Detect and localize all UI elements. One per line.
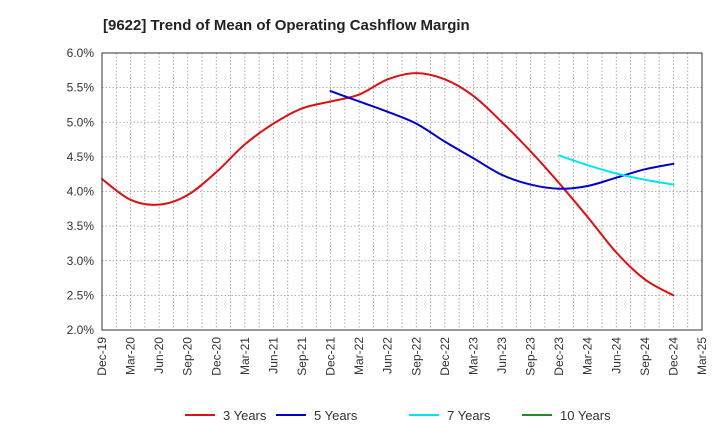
x-tick-label: Dec-23 [552, 337, 566, 376]
x-tick-label: Jun-21 [266, 337, 280, 374]
y-tick-label: 2.0% [67, 323, 95, 337]
legend-label-10-years: 10 Years [560, 408, 611, 423]
plot-frame [101, 52, 703, 331]
series-line-7-years [558, 154, 675, 186]
x-tick-label: Dec-24 [666, 337, 680, 376]
y-tick-label: 5.0% [67, 115, 95, 129]
y-tick-label: 2.5% [67, 288, 95, 302]
x-tick-label: Sep-21 [295, 337, 309, 376]
y-tick-label: 5.5% [67, 81, 95, 95]
x-tick-label: Mar-21 [238, 337, 252, 375]
y-tick-label: 3.5% [67, 219, 95, 233]
legend: 3 Years 5 Years 7 Years 10 Years [185, 408, 611, 423]
series-line-3-years [101, 72, 675, 297]
x-tick-label: Dec-19 [95, 337, 109, 376]
x-tick-label: Dec-22 [438, 337, 452, 376]
y-axis: 2.0% 2.5% 3.0% 3.5% 4.0% 4.5% 5.0% 5.5% 6.0% [67, 46, 95, 337]
x-tick-label: Mar-22 [352, 337, 366, 375]
x-tick-label: Sep-22 [409, 337, 423, 376]
chart-title: [9622] Trend of Mean of Operating Cashfl… [103, 17, 470, 34]
series-line-5-years [329, 90, 675, 190]
legend-label-3-years: 3 Years [223, 408, 267, 423]
legend-label-7-years: 7 Years [447, 408, 491, 423]
x-tick-label: Sep-23 [524, 337, 538, 376]
y-tick-label: 6.0% [67, 46, 95, 60]
x-tick-label: Sep-24 [638, 337, 652, 376]
x-tick-label: Sep-20 [181, 337, 195, 376]
x-tick-label: Dec-21 [324, 337, 338, 376]
y-tick-label: 3.0% [67, 254, 95, 268]
x-tick-label: Dec-20 [209, 337, 223, 376]
y-tick-label: 4.0% [67, 185, 95, 199]
x-tick-label: Mar-23 [466, 337, 480, 375]
x-tick-label: Jun-22 [381, 337, 395, 374]
x-tick-label: Jun-24 [609, 337, 623, 374]
y-tick-label: 4.5% [67, 150, 95, 164]
grid-lines [101, 52, 703, 331]
x-tick-label: Jun-20 [152, 337, 166, 374]
x-axis: Dec-19 Mar-20 Jun-20 Sep-20 Dec-20 Mar-21 Jun-… [95, 337, 709, 376]
legend-label-5-years: 5 Years [314, 408, 358, 423]
x-tick-label: Mar-25 [695, 337, 709, 375]
series-lines [101, 72, 675, 297]
x-tick-label: Mar-24 [581, 337, 595, 375]
x-tick-label: Mar-20 [124, 337, 138, 375]
x-tick-label: Jun-23 [495, 337, 509, 374]
